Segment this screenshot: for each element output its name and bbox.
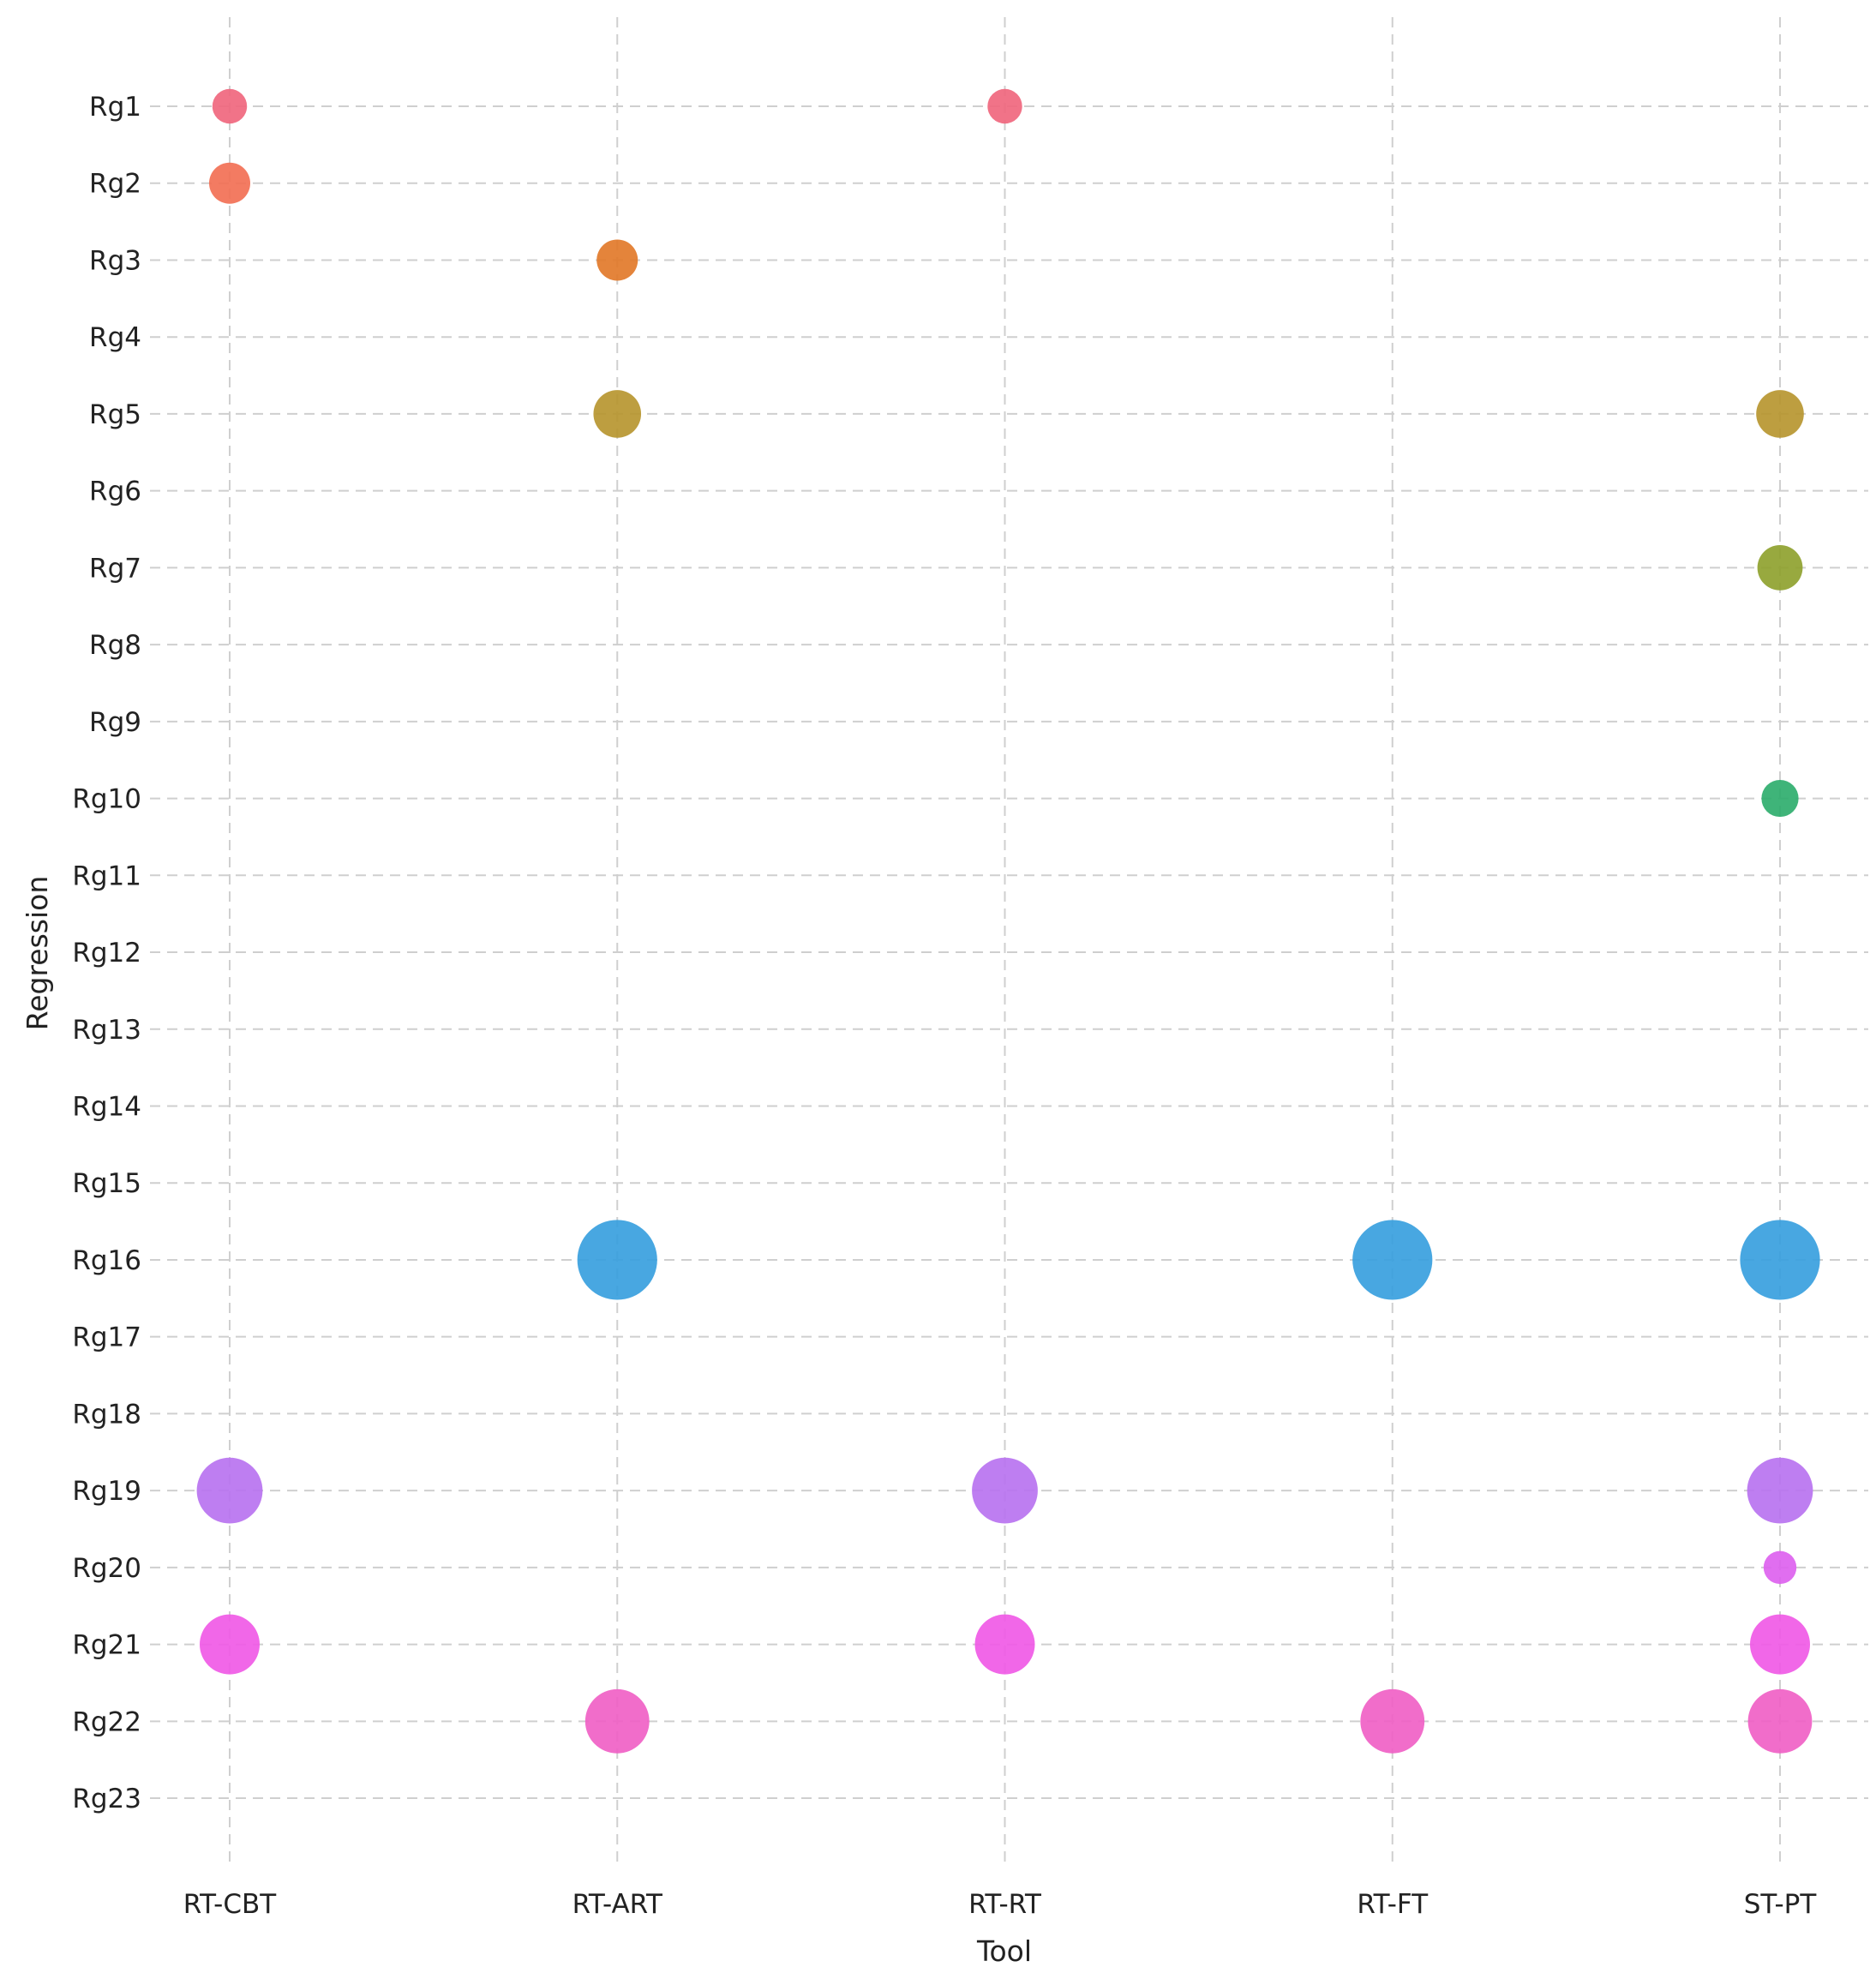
- y-tick-label: Rg2: [89, 169, 141, 200]
- data-point: [1757, 544, 1803, 591]
- y-tick-label: Rg5: [89, 399, 141, 430]
- data-point: [1763, 1550, 1797, 1585]
- y-tick-label: Rg16: [72, 1245, 141, 1276]
- y-tick-label: Rg15: [72, 1168, 141, 1199]
- data-point: [1360, 1688, 1425, 1754]
- y-axis-title: Regression: [21, 876, 54, 1031]
- data-point: [1761, 779, 1799, 818]
- x-axis-title: Tool: [976, 1934, 1032, 1968]
- grid-lines: [150, 17, 1868, 1864]
- data-point: [593, 390, 642, 438]
- y-tick-label: Rg8: [89, 630, 141, 661]
- data-point: [212, 88, 248, 124]
- y-tick-label: Rg21: [72, 1630, 141, 1661]
- data-point: [987, 88, 1022, 124]
- y-tick-label: Rg19: [72, 1476, 141, 1507]
- x-tick-label: RT-RT: [968, 1889, 1042, 1920]
- data-point: [1756, 390, 1804, 438]
- data-point: [1740, 1220, 1820, 1300]
- data-points: [196, 88, 1820, 1754]
- y-tick-label: Rg3: [89, 245, 141, 276]
- data-point: [1750, 1614, 1810, 1675]
- y-tick-label: Rg4: [89, 322, 141, 353]
- data-point: [596, 239, 638, 281]
- tick-labels: RT-CBTRT-ARTRT-RTRT-FTST-PTRL-FzRL-FLRTG…: [72, 92, 1818, 1920]
- data-point: [584, 1688, 650, 1754]
- y-tick-label: Rg22: [72, 1706, 141, 1737]
- y-tick-label: Rg9: [89, 707, 141, 738]
- data-point: [209, 162, 250, 204]
- y-tick-label: Rg17: [72, 1322, 141, 1353]
- x-tick-label: RT-CBT: [183, 1889, 277, 1920]
- data-point: [577, 1220, 657, 1300]
- data-point: [1747, 1688, 1813, 1754]
- y-tick-label: Rg20: [72, 1553, 141, 1584]
- y-tick-label: Rg14: [72, 1091, 141, 1122]
- data-point: [1747, 1457, 1813, 1524]
- x-tick-label: RT-ART: [572, 1889, 663, 1920]
- y-tick-label: Rg12: [72, 938, 141, 969]
- x-tick-label: ST-PT: [1744, 1889, 1818, 1920]
- data-point: [200, 1614, 260, 1675]
- y-tick-label: Rg13: [72, 1015, 141, 1046]
- y-tick-label: Rg7: [89, 553, 141, 584]
- data-point: [196, 1457, 263, 1524]
- y-tick-label: Rg23: [72, 1784, 141, 1814]
- y-tick-label: Rg10: [72, 784, 141, 815]
- data-point: [974, 1614, 1035, 1675]
- y-tick-label: Rg11: [72, 861, 141, 891]
- y-tick-label: Rg1: [89, 92, 141, 123]
- y-tick-label: Rg6: [89, 477, 141, 507]
- data-point: [972, 1457, 1038, 1524]
- y-tick-label: Rg18: [72, 1399, 141, 1430]
- data-point: [1352, 1220, 1433, 1300]
- x-tick-label: RT-FT: [1357, 1889, 1429, 1920]
